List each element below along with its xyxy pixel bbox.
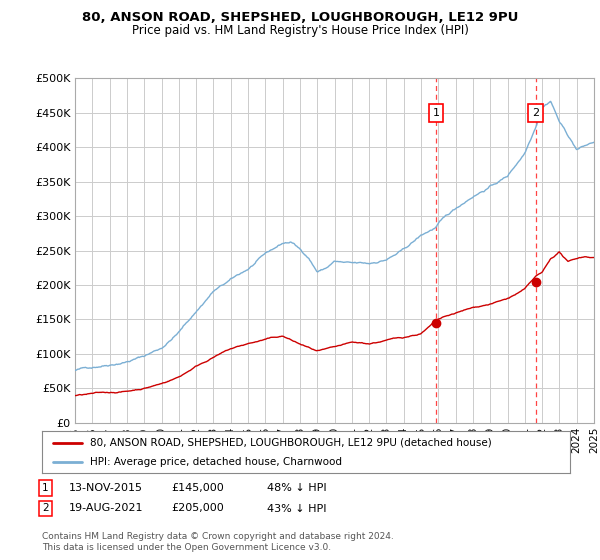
Text: This data is licensed under the Open Government Licence v3.0.: This data is licensed under the Open Gov… bbox=[42, 543, 331, 552]
Text: 19-AUG-2021: 19-AUG-2021 bbox=[69, 503, 143, 514]
Text: 1: 1 bbox=[42, 483, 49, 493]
Text: £145,000: £145,000 bbox=[171, 483, 224, 493]
Text: Contains HM Land Registry data © Crown copyright and database right 2024.: Contains HM Land Registry data © Crown c… bbox=[42, 532, 394, 541]
Text: 2: 2 bbox=[42, 503, 49, 514]
Text: Price paid vs. HM Land Registry's House Price Index (HPI): Price paid vs. HM Land Registry's House … bbox=[131, 24, 469, 37]
Text: 80, ANSON ROAD, SHEPSHED, LOUGHBOROUGH, LE12 9PU: 80, ANSON ROAD, SHEPSHED, LOUGHBOROUGH, … bbox=[82, 11, 518, 24]
Text: HPI: Average price, detached house, Charnwood: HPI: Average price, detached house, Char… bbox=[89, 457, 341, 467]
Text: 13-NOV-2015: 13-NOV-2015 bbox=[69, 483, 143, 493]
Text: 80, ANSON ROAD, SHEPSHED, LOUGHBOROUGH, LE12 9PU (detached house): 80, ANSON ROAD, SHEPSHED, LOUGHBOROUGH, … bbox=[89, 437, 491, 447]
Text: 2: 2 bbox=[532, 108, 539, 118]
Text: 43% ↓ HPI: 43% ↓ HPI bbox=[267, 503, 326, 514]
Text: £205,000: £205,000 bbox=[171, 503, 224, 514]
Text: 48% ↓ HPI: 48% ↓ HPI bbox=[267, 483, 326, 493]
Text: 1: 1 bbox=[433, 108, 440, 118]
